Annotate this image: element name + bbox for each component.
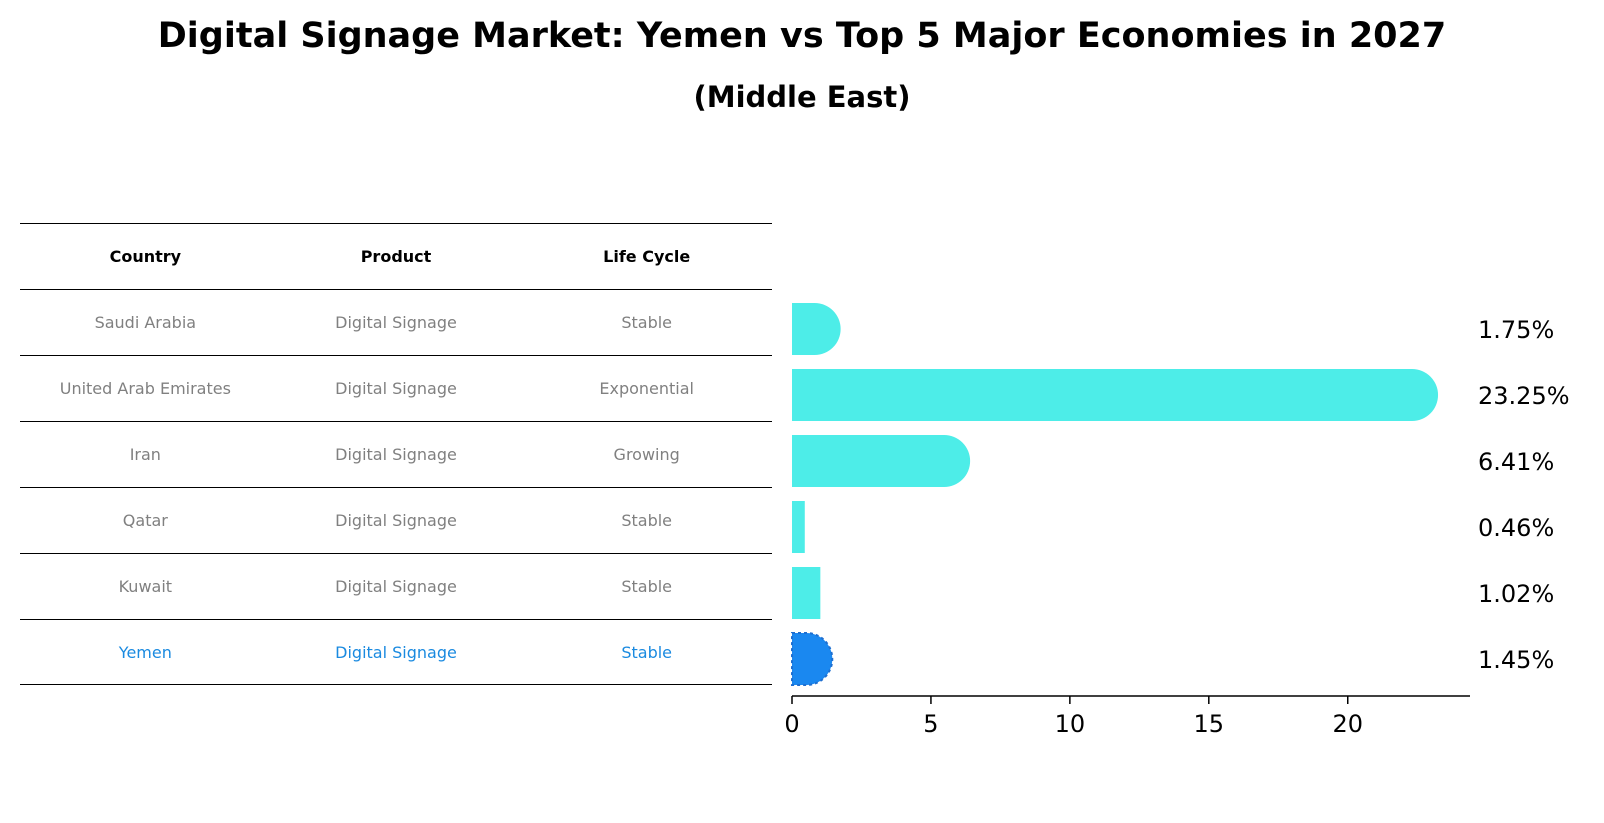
data-table: Country Product Life Cycle Saudi Arabia … [20,223,772,685]
cell-country: Yemen [118,642,172,662]
bar [791,632,834,686]
x-tick-label: 20 [1332,710,1363,738]
chart-subtitle: (Middle East) [693,80,911,114]
bar [792,567,821,619]
table-row: Qatar Digital Signage Stable [20,487,772,553]
cell-product: Digital Signage [335,379,457,398]
cell-life-cycle: Stable [621,511,673,530]
cell-product: Digital Signage [335,511,457,530]
cell-life-cycle: Stable [621,577,673,596]
chart-title: Digital Signage Market: Yemen vs Top 5 M… [157,16,1447,56]
data-label: 23.25% [1478,382,1570,410]
cell-country: United Arab Emirates [59,379,231,398]
cell-country: Saudi Arabia [94,313,197,332]
cell-country: Iran [129,445,161,464]
data-label: 1.75% [1478,316,1554,344]
table-header-row: Country Product Life Cycle [20,223,772,289]
data-label: 1.02% [1478,580,1554,608]
cell-country: Qatar [122,511,168,530]
x-tick-label: 15 [1194,710,1225,738]
cell-life-cycle: Exponential [599,379,694,398]
header-country: Country [109,247,182,266]
data-label: 1.45% [1478,646,1554,674]
x-tick-label: 5 [923,710,938,738]
cell-life-cycle: Growing [613,445,680,464]
cell-product: Digital Signage [335,577,457,596]
cell-life-cycle: Stable [621,313,673,332]
header-life-cycle: Life Cycle [603,247,691,266]
cell-life-cycle: Stable [621,642,673,662]
table-row: United Arab Emirates Digital Signage Exp… [20,355,772,421]
bar [792,303,841,355]
table-row-highlight: Yemen Digital Signage Stable [20,619,772,685]
table-row: Kuwait Digital Signage Stable [20,553,772,619]
x-tick-label: 0 [784,710,799,738]
cell-product: Digital Signage [335,313,457,332]
bar [792,435,971,487]
cell-product: Digital Signage [335,642,457,662]
cell-product: Digital Signage [335,445,457,464]
table-row: Iran Digital Signage Growing [20,421,772,487]
bar [792,501,805,553]
header-product: Product [360,247,432,266]
cell-country: Kuwait [118,577,173,596]
table-row: Saudi Arabia Digital Signage Stable [20,289,772,355]
data-label: 6.41% [1478,448,1554,476]
bar [792,369,1439,421]
data-label: 0.46% [1478,514,1554,542]
x-tick-label: 10 [1055,710,1086,738]
